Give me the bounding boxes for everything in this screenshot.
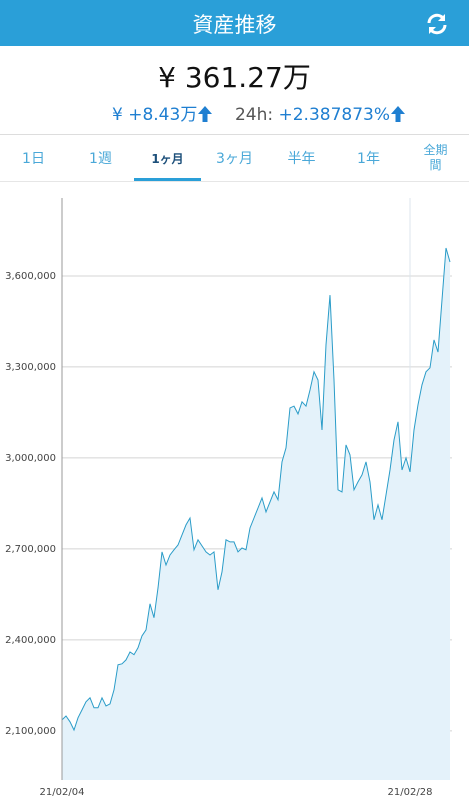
tab[interactable]: 半年 [268, 135, 335, 181]
y-tick-label: 3,000,000 [5, 453, 56, 464]
app-bar: 資産推移 [0, 0, 469, 46]
period-label: 24h: [234, 105, 274, 125]
tab-label: 半年 [287, 151, 316, 167]
x-tick-label: 21/02/04 [40, 787, 85, 798]
y-tick-label: 2,700,000 [5, 544, 56, 555]
total-value: ¥ 361.27万 [158, 61, 311, 94]
tab-label: 1日 [22, 151, 45, 167]
x-tick-label: 21/02/28 [388, 787, 433, 798]
tab[interactable]: 1ヶ月 [134, 135, 201, 181]
y-tick-label: 2,400,000 [5, 635, 56, 646]
title: 資産推移 [192, 13, 277, 37]
period-change: +2.387873% [278, 105, 391, 125]
up-arrow [198, 106, 213, 122]
tab-label: 1年 [357, 151, 380, 167]
tab-label: 3ヶ月 [216, 151, 253, 167]
tab-label: 1週 [89, 151, 112, 167]
tab-label: 1ヶ月 [151, 151, 184, 166]
tab[interactable]: 3ヶ月 [201, 135, 268, 181]
change: ¥ +8.43万 [112, 105, 198, 125]
line [61, 247, 451, 732]
tab[interactable]: 1週 [67, 135, 134, 181]
y-tick-label: 3,300,000 [5, 362, 56, 373]
tab[interactable]: 1日 [0, 135, 67, 181]
tab[interactable]: 1年 [335, 135, 402, 181]
tab-label: 全期間 [423, 143, 448, 172]
tab[interactable]: 全期間 [402, 135, 469, 181]
refresh-icon[interactable] [424, 11, 450, 37]
change-row: ¥ +8.43万 24h: +2.387873% [112, 100, 406, 125]
y-tick-label: 3,600,000 [5, 271, 56, 282]
chart: 2,100,000 2,400,000 2,700,000 3,000,000 3,30… [5, 198, 452, 798]
up-arrow [391, 106, 406, 122]
tab-bar: 1日 1週 1ヶ月 3ヶ月 半年 1年 全期間 [0, 134, 469, 182]
y-tick-label: 2,100,000 [5, 726, 56, 737]
